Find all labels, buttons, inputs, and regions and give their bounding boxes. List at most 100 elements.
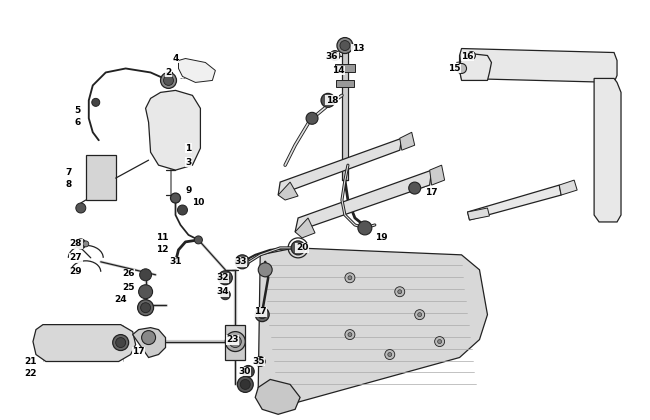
Circle shape (140, 303, 151, 312)
Circle shape (348, 333, 352, 336)
Polygon shape (295, 170, 432, 232)
Text: 25: 25 (122, 283, 135, 292)
Circle shape (237, 376, 254, 392)
Circle shape (226, 332, 245, 352)
Text: 11: 11 (156, 234, 169, 242)
Text: 1: 1 (185, 144, 192, 153)
Circle shape (240, 379, 250, 389)
Text: 19: 19 (376, 234, 388, 242)
Text: 28: 28 (70, 239, 82, 248)
Circle shape (218, 271, 232, 285)
Text: 30: 30 (238, 367, 250, 376)
Circle shape (161, 73, 177, 88)
Circle shape (358, 221, 372, 235)
Text: 13: 13 (352, 44, 364, 53)
Text: 6: 6 (75, 118, 81, 127)
Polygon shape (278, 182, 298, 200)
Text: 15: 15 (448, 64, 461, 73)
Circle shape (330, 50, 340, 60)
Circle shape (435, 336, 445, 346)
Circle shape (239, 258, 246, 266)
Circle shape (388, 352, 392, 357)
Circle shape (258, 311, 266, 319)
Circle shape (116, 338, 125, 347)
Polygon shape (146, 90, 200, 170)
Circle shape (140, 269, 151, 281)
Text: 8: 8 (66, 180, 72, 189)
Text: 24: 24 (114, 295, 127, 304)
Polygon shape (467, 185, 561, 220)
Polygon shape (179, 58, 215, 82)
Polygon shape (467, 208, 489, 220)
Circle shape (456, 63, 467, 73)
Polygon shape (226, 325, 245, 360)
Circle shape (418, 312, 422, 317)
Circle shape (242, 365, 254, 378)
Text: 18: 18 (326, 96, 338, 105)
Circle shape (395, 287, 405, 297)
Text: 4: 4 (172, 54, 179, 63)
Circle shape (385, 349, 395, 360)
Text: 5: 5 (75, 106, 81, 115)
Circle shape (164, 76, 174, 85)
Text: 32: 32 (216, 273, 229, 282)
Text: 9: 9 (185, 186, 192, 194)
Circle shape (415, 310, 424, 320)
Circle shape (258, 263, 272, 277)
Text: 29: 29 (70, 267, 82, 276)
Text: 17: 17 (133, 347, 145, 356)
Circle shape (345, 330, 355, 340)
Circle shape (321, 93, 335, 108)
Polygon shape (430, 165, 445, 185)
Text: 7: 7 (66, 168, 72, 177)
Circle shape (345, 273, 355, 283)
Text: 10: 10 (192, 197, 205, 207)
Text: 36: 36 (326, 52, 338, 61)
Circle shape (220, 290, 230, 300)
Circle shape (170, 193, 181, 203)
Polygon shape (336, 80, 354, 87)
Circle shape (467, 52, 476, 60)
Text: 17: 17 (425, 188, 438, 197)
Text: 20: 20 (296, 243, 308, 252)
Circle shape (142, 331, 155, 344)
Circle shape (194, 236, 202, 244)
Circle shape (398, 290, 402, 294)
Circle shape (340, 41, 350, 50)
Circle shape (291, 241, 305, 255)
Circle shape (255, 357, 265, 367)
Circle shape (229, 336, 241, 347)
Polygon shape (460, 49, 617, 82)
Polygon shape (400, 132, 415, 150)
Circle shape (138, 300, 153, 316)
Polygon shape (33, 325, 136, 362)
Text: 14: 14 (332, 66, 344, 75)
Circle shape (138, 285, 153, 299)
Circle shape (348, 276, 352, 280)
Circle shape (437, 340, 441, 344)
Text: 22: 22 (25, 369, 37, 378)
Circle shape (222, 274, 229, 282)
Polygon shape (295, 218, 315, 238)
Polygon shape (335, 65, 355, 73)
Text: 31: 31 (169, 257, 182, 266)
Polygon shape (278, 138, 402, 195)
Text: 16: 16 (462, 52, 474, 61)
Circle shape (76, 203, 86, 213)
Text: 21: 21 (25, 357, 37, 366)
Text: 2: 2 (165, 68, 172, 77)
Text: 12: 12 (156, 245, 169, 255)
Polygon shape (133, 328, 166, 357)
Text: 23: 23 (226, 335, 239, 344)
Circle shape (337, 37, 353, 53)
Polygon shape (594, 79, 621, 222)
Polygon shape (559, 180, 577, 195)
Polygon shape (460, 52, 491, 80)
Circle shape (306, 112, 318, 124)
Polygon shape (255, 379, 300, 414)
Circle shape (255, 308, 269, 322)
Polygon shape (258, 248, 488, 404)
Text: 26: 26 (122, 269, 135, 278)
Polygon shape (86, 155, 116, 200)
Text: 3: 3 (185, 158, 192, 167)
